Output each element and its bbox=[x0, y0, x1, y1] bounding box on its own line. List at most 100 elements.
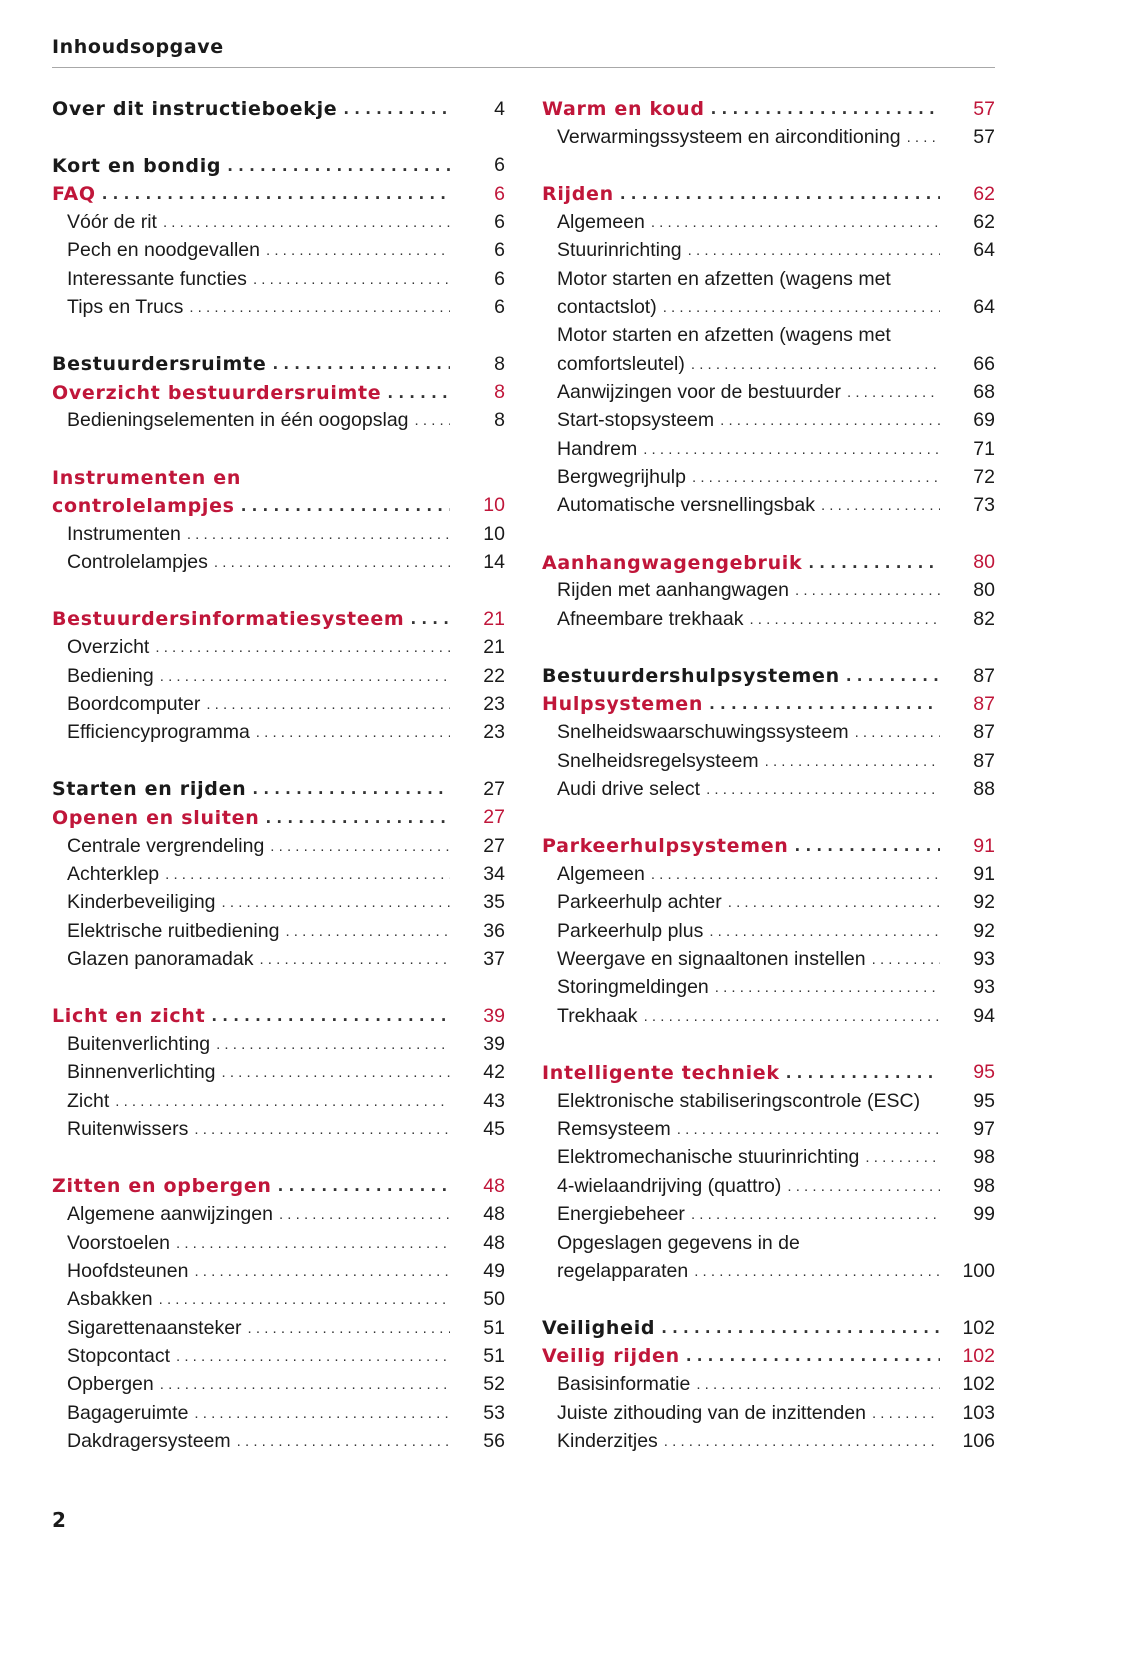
toc-entry[interactable]: Snelheidswaarschuwingssysteem 87 bbox=[542, 719, 995, 747]
toc-page-number: 87 bbox=[973, 721, 995, 744]
toc-entry[interactable]: Achterklep 34 bbox=[52, 860, 505, 888]
toc-entry[interactable]: Tips en Trucs 6 bbox=[52, 293, 505, 321]
toc-entry[interactable]: comfortsleutel) 66 bbox=[542, 350, 995, 378]
toc-entry[interactable]: Dakdragersysteem 56 bbox=[52, 1427, 505, 1455]
toc-entry[interactable]: Overzicht 21 bbox=[52, 634, 505, 662]
toc-entry[interactable]: Buitenverlichting 39 bbox=[52, 1031, 505, 1059]
toc-page-number: 82 bbox=[973, 607, 995, 630]
toc-heading[interactable]: Openen en sluiten 27 bbox=[52, 804, 505, 832]
toc-heading[interactable]: Warm en koud 57 bbox=[542, 95, 995, 123]
toc-entry[interactable]: Controlelampjes 14 bbox=[52, 549, 505, 577]
toc-page-number: 93 bbox=[973, 976, 995, 999]
dot-leader bbox=[176, 1235, 450, 1252]
toc-entry[interactable]: Bediening 22 bbox=[52, 662, 505, 690]
toc-entry[interactable]: Glazen panoramadak 37 bbox=[52, 946, 505, 974]
toc-entry-title: comfortsleutel) bbox=[557, 352, 685, 375]
toc-entry[interactable]: Verwarmingssysteem en airconditioning 57 bbox=[542, 123, 995, 151]
toc-entry[interactable]: Instrumenten 10 bbox=[52, 520, 505, 548]
toc-heading[interactable]: controlelampjes 10 bbox=[52, 492, 505, 520]
toc-heading[interactable]: Intelligente techniek 95 bbox=[542, 1059, 995, 1087]
toc-entry[interactable]: Voorstoelen 48 bbox=[52, 1229, 505, 1257]
toc-page-number: 4 bbox=[494, 97, 505, 120]
toc-heading[interactable]: Veiligheid 102 bbox=[542, 1314, 995, 1342]
toc-entry-title: Glazen panoramadak bbox=[67, 948, 254, 970]
toc-heading[interactable]: Zitten en opbergen 48 bbox=[52, 1172, 505, 1200]
toc-entry[interactable]: Energiebeheer 99 bbox=[542, 1201, 995, 1229]
dot-leader bbox=[709, 923, 940, 940]
toc-entry[interactable]: Opbergen 52 bbox=[52, 1371, 505, 1399]
toc-entry[interactable]: Trekhaak 94 bbox=[542, 1002, 995, 1030]
toc-heading[interactable]: Kort en bondig 6 bbox=[52, 152, 505, 180]
toc-entry[interactable]: Algemeen 91 bbox=[542, 860, 995, 888]
toc-page-number: 94 bbox=[973, 1004, 995, 1027]
toc-entry[interactable]: Asbakken 50 bbox=[52, 1286, 505, 1314]
toc-entry[interactable]: Parkeerhulp plus 92 bbox=[542, 917, 995, 945]
toc-entry[interactable]: Motor starten en afzetten (wagens met bbox=[542, 322, 995, 350]
toc-entry[interactable]: Hoofdsteunen 49 bbox=[52, 1257, 505, 1285]
toc-entry[interactable]: Handrem 71 bbox=[542, 435, 995, 463]
toc-entry[interactable]: Efficiencyprogramma 23 bbox=[52, 719, 505, 747]
toc-entry[interactable]: regelapparaten 100 bbox=[542, 1257, 995, 1285]
toc-entry[interactable]: Ruitenwissers 45 bbox=[52, 1116, 505, 1144]
toc-entry[interactable]: Motor starten en afzetten (wagens met bbox=[542, 265, 995, 293]
toc-entry[interactable]: Automatische versnellingsbak 73 bbox=[542, 492, 995, 520]
toc-heading[interactable]: Bestuurdersinformatiesysteem 21 bbox=[52, 605, 505, 633]
toc-entry[interactable]: Elektrische ruitbediening 36 bbox=[52, 917, 505, 945]
toc-entry[interactable]: Basisinformatie 102 bbox=[542, 1371, 995, 1399]
toc-heading[interactable]: Rijden 62 bbox=[542, 180, 995, 208]
toc-entry[interactable]: Algemene aanwijzingen 48 bbox=[52, 1201, 505, 1229]
toc-entry[interactable]: Remsysteem 97 bbox=[542, 1116, 995, 1144]
toc-entry[interactable]: Kinderbeveiliging 35 bbox=[52, 889, 505, 917]
toc-entry[interactable]: Binnenverlichting 42 bbox=[52, 1059, 505, 1087]
toc-page-number: 72 bbox=[973, 466, 995, 489]
toc-entry[interactable]: Centrale vergrendeling 27 bbox=[52, 832, 505, 860]
toc-entry[interactable]: Bagageruimte 53 bbox=[52, 1399, 505, 1427]
toc-entry[interactable]: Stuurinrichting 64 bbox=[542, 237, 995, 265]
toc-entry[interactable]: Start-stopsysteem 69 bbox=[542, 407, 995, 435]
toc-entry[interactable]: Interessante functies 6 bbox=[52, 265, 505, 293]
toc-page-number: 35 bbox=[483, 891, 505, 914]
toc-entry[interactable]: Weergave en signaaltonen instellen 93 bbox=[542, 946, 995, 974]
toc-heading[interactable]: Over dit instructieboekje 4 bbox=[52, 95, 505, 123]
toc-entry[interactable]: Algemeen 62 bbox=[542, 208, 995, 236]
toc-heading[interactable]: Hulpsystemen 87 bbox=[542, 690, 995, 718]
toc-entry-title: Bestuurdersruimte bbox=[52, 353, 267, 376]
dot-leader bbox=[165, 866, 450, 883]
dot-leader bbox=[160, 1376, 450, 1393]
toc-heading[interactable]: Parkeerhulpsystemen 91 bbox=[542, 832, 995, 860]
toc-heading[interactable]: FAQ 6 bbox=[52, 180, 505, 208]
toc-entry[interactable]: Elektronische stabiliseringscontrole (ES… bbox=[542, 1087, 995, 1115]
toc-entry[interactable]: Juiste zithouding van de inzittenden 103 bbox=[542, 1399, 995, 1427]
toc-entry[interactable]: Storingmeldingen 93 bbox=[542, 974, 995, 1002]
toc-entry[interactable]: Boordcomputer 23 bbox=[52, 690, 505, 718]
toc-heading[interactable]: Overzicht bestuurdersruimte 8 bbox=[52, 379, 505, 407]
dot-leader bbox=[176, 1348, 450, 1365]
toc-entry[interactable]: Kinderzitjes 106 bbox=[542, 1427, 995, 1455]
toc-heading[interactable]: Veilig rijden 102 bbox=[542, 1342, 995, 1370]
toc-heading[interactable]: Bestuurdersruimte 8 bbox=[52, 350, 505, 378]
toc-heading[interactable]: Bestuurdershulpsystemen 87 bbox=[542, 662, 995, 690]
toc-entry[interactable]: Opgeslagen gegevens in de bbox=[542, 1229, 995, 1257]
toc-entry[interactable]: Vóór de rit 6 bbox=[52, 208, 505, 236]
toc-heading[interactable]: Licht en zicht 39 bbox=[52, 1002, 505, 1030]
toc-entry-title: Aanwijzingen voor de bestuurder bbox=[557, 381, 842, 403]
toc-entry[interactable]: Pech en noodgevallen 6 bbox=[52, 237, 505, 265]
toc-heading[interactable]: Instrumenten en bbox=[52, 464, 505, 492]
toc-entry[interactable]: Rijden met aanhangwagen 80 bbox=[542, 577, 995, 605]
toc-page-number: 68 bbox=[973, 381, 995, 403]
toc-entry[interactable]: Audi drive select 88 bbox=[542, 775, 995, 803]
toc-entry[interactable]: Sigarettenaansteker 51 bbox=[52, 1314, 505, 1342]
toc-heading[interactable]: Aanhangwagengebruik 80 bbox=[542, 549, 995, 577]
toc-entry[interactable]: 4-wielaandrijving (quattro) 98 bbox=[542, 1172, 995, 1200]
toc-entry[interactable]: Bedieningselementen in één oogopslag 8 bbox=[52, 407, 505, 435]
toc-entry[interactable]: Parkeerhulp achter 92 bbox=[542, 889, 995, 917]
toc-entry[interactable]: Elektromechanische stuurinrichting 98 bbox=[542, 1144, 995, 1172]
toc-entry[interactable]: Snelheidsregelsysteem 87 bbox=[542, 747, 995, 775]
toc-heading[interactable]: Starten en rijden 27 bbox=[52, 775, 505, 803]
toc-entry[interactable]: Zicht 43 bbox=[52, 1087, 505, 1115]
toc-entry[interactable]: Stopcontact 51 bbox=[52, 1342, 505, 1370]
toc-entry[interactable]: Bergwegrijhulp 72 bbox=[542, 464, 995, 492]
toc-entry[interactable]: Afneembare trekhaak 82 bbox=[542, 605, 995, 633]
toc-entry[interactable]: Aanwijzingen voor de bestuurder 68 bbox=[542, 379, 995, 407]
toc-entry[interactable]: contactslot) 64 bbox=[542, 293, 995, 321]
